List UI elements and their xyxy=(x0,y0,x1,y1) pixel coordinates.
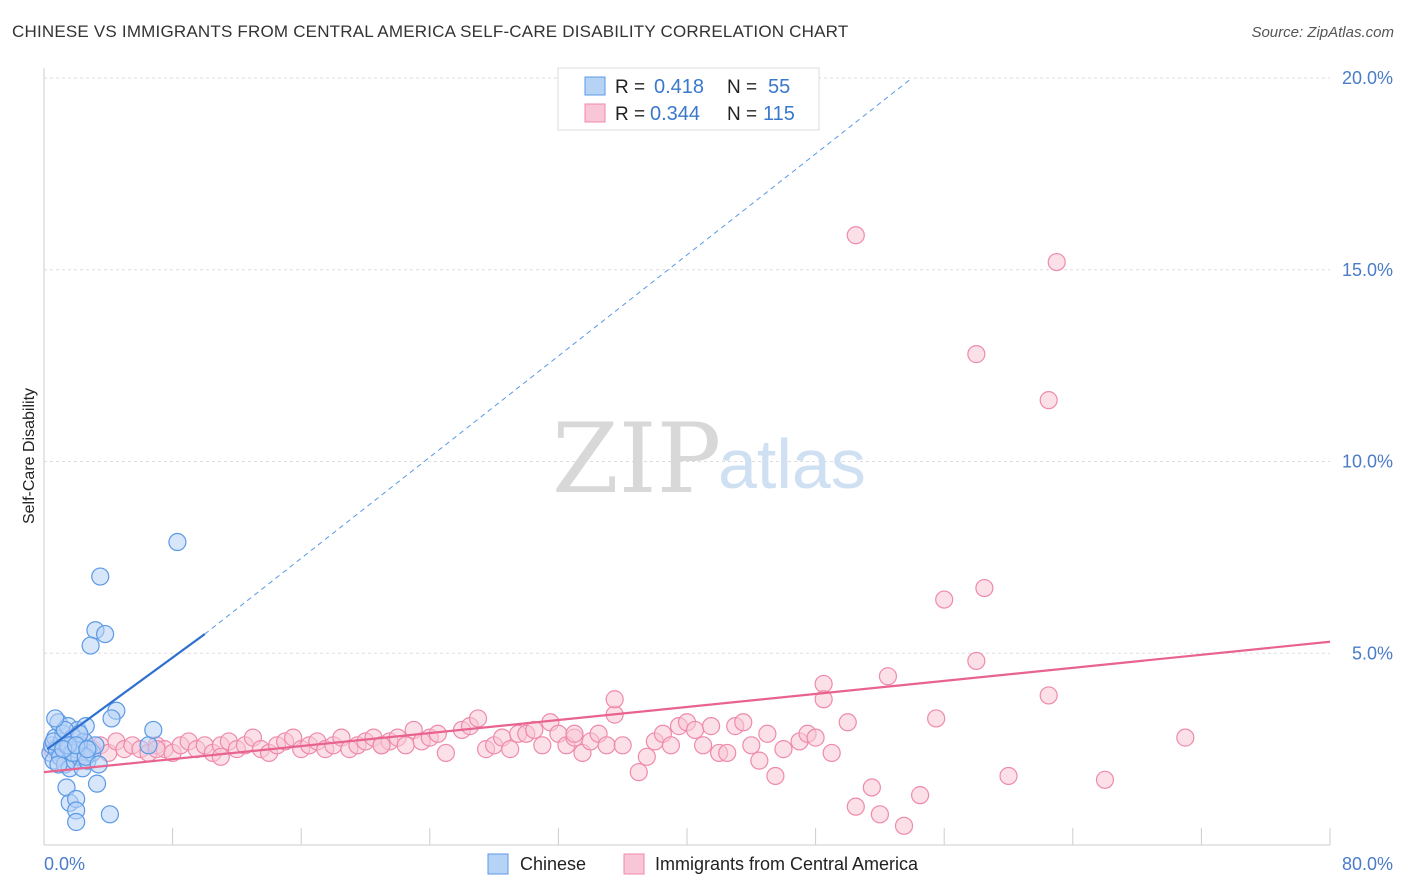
bottom-legend-swatch-central-america xyxy=(623,853,645,875)
central-america-point-119 xyxy=(565,724,584,743)
central-america-point-85 xyxy=(734,713,753,732)
central-america-point-83 xyxy=(718,743,737,763)
central-america-point-71 xyxy=(613,736,632,755)
chinese-point-44 xyxy=(102,709,121,728)
legend-r-label-2: R = xyxy=(615,104,645,125)
y-axis-title: Self-Care Disability xyxy=(21,388,38,524)
legend-n-label-2: N = xyxy=(727,104,757,125)
central-america-point-112 xyxy=(846,226,865,245)
watermark-atlas: atlas xyxy=(718,425,866,503)
chinese-point-46 xyxy=(144,720,163,740)
chinese-point-41 xyxy=(91,567,110,586)
bottom-legend: Chinese Immigrants from Central America xyxy=(487,853,919,875)
chinese-point-51 xyxy=(67,812,86,832)
legend-r-label-1: R = xyxy=(615,77,645,98)
central-america-point-101 xyxy=(878,667,898,686)
central-america-point-80 xyxy=(693,736,713,755)
central-america-trend-line xyxy=(43,640,1331,774)
watermark-zip: ZIP xyxy=(552,403,721,515)
central-america-point-113 xyxy=(1047,252,1066,272)
central-america-point-102 xyxy=(894,816,914,835)
central-america-point-100 xyxy=(870,805,890,824)
chinese-trend-extension xyxy=(204,77,913,635)
grid-lines xyxy=(44,77,1330,654)
chinese-point-45 xyxy=(139,736,158,755)
central-america-point-107 xyxy=(975,578,994,598)
central-america-point-104 xyxy=(927,709,946,728)
central-america-point-68 xyxy=(597,736,616,755)
trend-lines xyxy=(43,77,1331,774)
legend-n-value-1: 55 xyxy=(768,76,790,98)
central-america-point-114 xyxy=(967,345,986,364)
legend-n-value-2: 115 xyxy=(763,103,795,125)
y-tick-label-0: 5.0% xyxy=(1352,643,1393,663)
central-america-point-110 xyxy=(1095,770,1115,789)
legend-n-label-1: N = xyxy=(727,77,757,98)
central-america-point-72 xyxy=(629,763,648,782)
central-america-point-118 xyxy=(372,736,391,755)
chinese-trend-line xyxy=(46,633,206,751)
central-america-point-109 xyxy=(1039,686,1058,705)
chinese-point-40 xyxy=(95,624,115,644)
central-america-point-105 xyxy=(935,590,954,609)
central-america-point-60 xyxy=(533,736,552,755)
central-america-point-117 xyxy=(211,747,230,766)
legend-r-value-1: 0.418 xyxy=(654,76,704,98)
central-america-point-56 xyxy=(501,740,520,759)
y-tick-label-2: 15.0% xyxy=(1342,260,1393,280)
central-america-point-81 xyxy=(702,717,721,736)
central-america-point-93 xyxy=(806,728,825,747)
chinese-point-53 xyxy=(87,774,107,793)
central-america-point-49 xyxy=(436,743,455,763)
central-america-point-108 xyxy=(999,766,1018,786)
data-points xyxy=(41,226,1195,835)
central-america-point-115 xyxy=(1039,391,1058,410)
x-tick-label-0: 0.0% xyxy=(44,854,85,874)
chinese-point-47 xyxy=(168,532,187,552)
central-america-point-94 xyxy=(814,674,833,694)
source-label: Source: ZipAtlas.com xyxy=(1251,24,1394,41)
x-tick-label-1: 80.0% xyxy=(1342,854,1393,874)
central-america-point-76 xyxy=(661,736,681,755)
central-america-point-44 xyxy=(396,736,415,755)
bottom-legend-central-america: Immigrants from Central America xyxy=(655,854,919,874)
y-tick-label-1: 10.0% xyxy=(1342,452,1393,472)
bottom-legend-swatch-chinese xyxy=(487,853,509,875)
central-america-point-98 xyxy=(846,797,865,816)
chinese-point-35 xyxy=(46,709,65,728)
bottom-legend-chinese: Chinese xyxy=(520,854,586,874)
central-america-point-90 xyxy=(774,740,793,759)
legend-swatch-chinese xyxy=(584,76,606,96)
central-america-point-73 xyxy=(637,747,656,766)
central-america-point-88 xyxy=(758,724,777,743)
watermark: ZIP atlas xyxy=(552,403,866,515)
central-america-point-97 xyxy=(838,713,857,732)
central-america-point-103 xyxy=(910,786,930,805)
chart-title: CHINESE VS IMMIGRANTS FROM CENTRAL AMERI… xyxy=(12,22,849,41)
central-america-point-86 xyxy=(742,736,761,755)
central-america-point-95 xyxy=(814,690,833,709)
chinese-point-33 xyxy=(89,755,108,774)
central-america-point-99 xyxy=(862,778,881,797)
central-america-point-106 xyxy=(967,651,986,671)
y-tick-label-3: 20.0% xyxy=(1342,68,1393,88)
legend-swatch-central-america xyxy=(584,103,606,123)
central-america-point-96 xyxy=(822,743,841,763)
tick-labels: 5.0% 10.0% 15.0% 20.0% 0.0% 80.0% xyxy=(43,68,1393,874)
central-america-point-79 xyxy=(685,720,705,740)
legend-r-value-2: 0.344 xyxy=(650,103,700,125)
central-america-point-111 xyxy=(1176,728,1195,747)
central-america-point-70 xyxy=(605,690,624,709)
chinese-point-52 xyxy=(100,805,120,824)
legend: R = 0.418 N = 55 R = 0.344 N = 115 xyxy=(557,67,820,131)
central-america-point-52 xyxy=(468,709,488,728)
central-america-point-89 xyxy=(766,766,785,786)
chinese-point-42 xyxy=(81,636,100,655)
central-america-point-87 xyxy=(750,751,769,770)
chinese-point-54 xyxy=(78,740,97,759)
